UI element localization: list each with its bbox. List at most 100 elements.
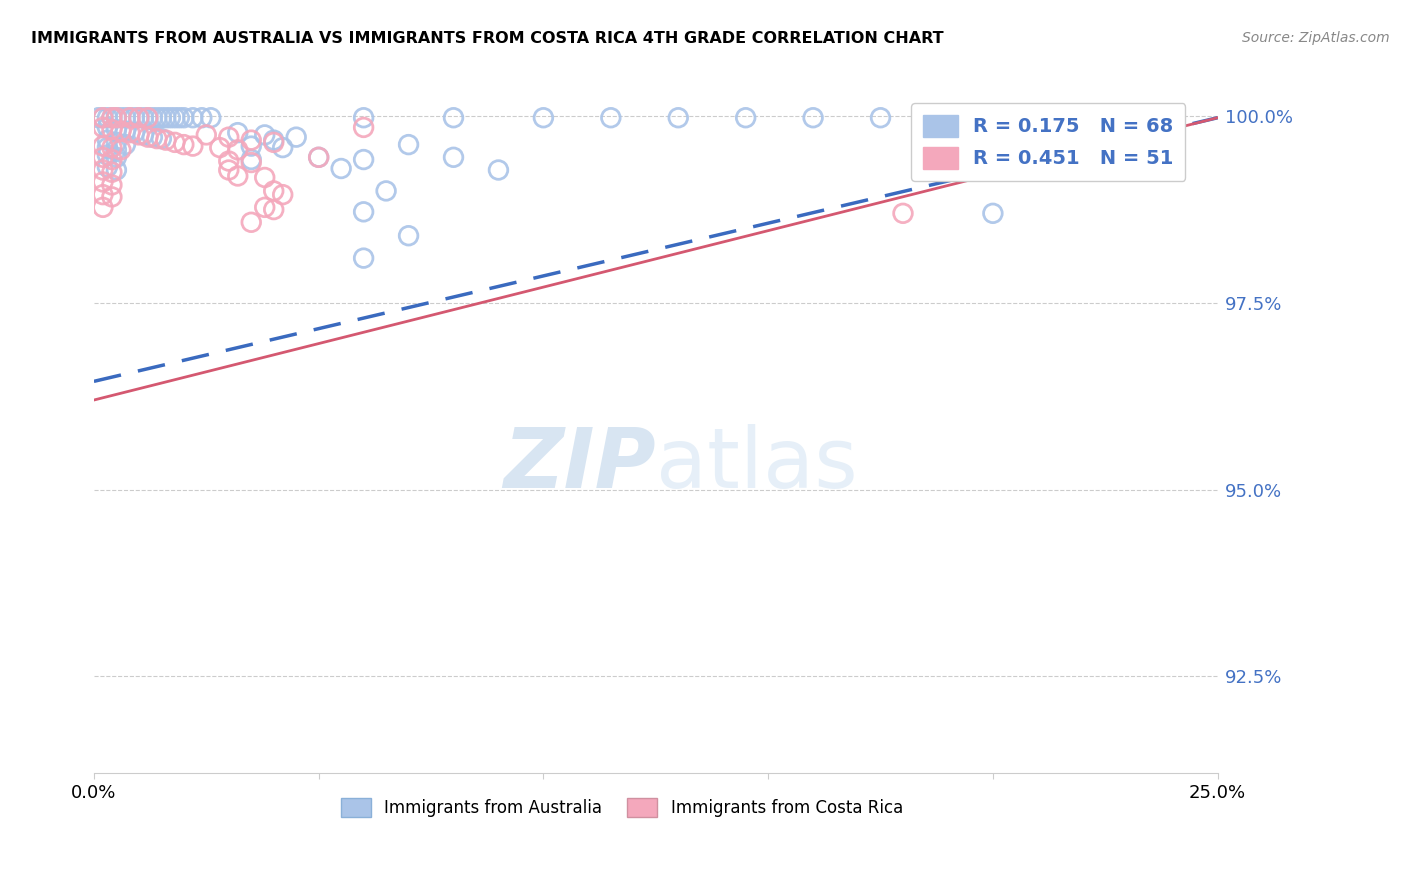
Point [101,111,124,125]
Point [666,111,689,125]
Text: Source: ZipAtlas.com: Source: ZipAtlas.com [1241,31,1389,45]
Point [91,187,114,202]
Point [253,128,276,142]
Point [599,111,621,125]
Point [136,130,159,145]
Point [91,150,114,164]
Point [155,111,177,125]
Point [101,190,124,204]
Point [891,206,914,220]
Point [253,200,276,214]
Point [124,111,146,125]
Point [91,175,114,189]
Point [218,154,240,169]
Point [285,130,308,145]
Point [398,137,420,152]
Point [105,143,128,157]
Point [105,150,128,164]
Point [226,169,249,183]
Point [271,187,294,202]
Point [353,111,375,125]
Point [353,204,375,219]
Point [226,143,249,157]
Point [263,184,285,198]
Point [734,111,756,125]
Point [101,122,124,136]
Point [91,139,114,153]
Point [218,163,240,178]
Point [91,200,114,214]
Point [443,111,465,125]
Point [801,111,824,125]
Point [169,111,191,125]
Point [128,128,150,142]
Point [87,111,110,125]
Legend: Immigrants from Australia, Immigrants from Costa Rica: Immigrants from Australia, Immigrants fr… [335,791,910,823]
Point [240,153,263,167]
Point [308,150,330,164]
Point [91,111,114,125]
Point [330,161,353,176]
Point [105,122,128,136]
Point [240,133,263,147]
Point [96,160,118,174]
Point [146,131,169,145]
Point [96,140,118,154]
Point [173,137,195,152]
Point [96,120,118,135]
Point [218,130,240,145]
Point [118,111,141,125]
Point [118,126,141,140]
Point [375,184,398,198]
Point [118,111,141,125]
Point [114,137,136,152]
Point [443,150,465,164]
Point [141,130,163,145]
Text: atlas: atlas [655,424,858,505]
Point [240,155,263,169]
Point [181,111,204,125]
Point [101,178,124,192]
Point [150,111,173,125]
Point [159,111,181,125]
Point [91,120,114,135]
Point [91,111,114,125]
Point [105,111,128,125]
Point [110,143,132,157]
Point [96,133,118,147]
Point [136,111,159,125]
Point [91,163,114,178]
Point [136,111,159,125]
Point [96,148,118,162]
Point [163,136,186,150]
Point [105,111,128,125]
Point [132,128,155,142]
Point [191,111,214,125]
Point [869,111,891,125]
Point [353,120,375,135]
Point [146,111,169,125]
Point [163,111,186,125]
Point [101,140,124,154]
Point [150,131,173,145]
Point [128,111,150,125]
Point [114,111,136,125]
Point [263,202,285,217]
Point [531,111,554,125]
Point [101,153,124,167]
Point [141,111,163,125]
Point [101,111,124,125]
Point [353,153,375,167]
Point [110,124,132,138]
Point [105,163,128,178]
Point [181,139,204,153]
Point [981,206,1004,220]
Point [240,215,263,229]
Text: ZIP: ZIP [503,424,655,505]
Point [195,128,218,142]
Point [353,251,375,265]
Point [132,111,155,125]
Point [226,126,249,140]
Point [101,165,124,179]
Point [271,140,294,154]
